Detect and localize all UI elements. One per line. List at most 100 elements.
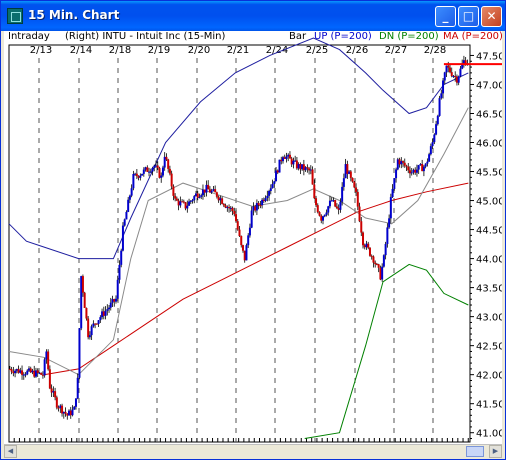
up-candle: [191, 200, 194, 202]
up-candle: [292, 160, 295, 165]
down-candle: [238, 229, 241, 237]
price-candles: [8, 55, 469, 420]
down-candle: [455, 76, 458, 83]
down-candle: [360, 221, 363, 233]
up-candle: [391, 188, 394, 198]
up-candle: [445, 65, 448, 73]
down-candle: [375, 264, 378, 266]
up-candle: [386, 227, 389, 245]
down-candle: [398, 159, 401, 165]
price-chart[interactable]: 2/13 2/14 2/18 2/19 2/20 2/21 2/24 2/25 2/26 2/27…: [4, 31, 502, 444]
down-candle: [302, 164, 305, 171]
down-candle: [288, 154, 291, 159]
up-candle: [19, 370, 22, 373]
down-candle: [196, 193, 199, 198]
down-candle: [165, 156, 168, 160]
down-candle: [83, 292, 86, 308]
down-candle: [208, 189, 211, 193]
down-candle: [280, 159, 283, 162]
scroll-thumb[interactable]: [466, 446, 484, 457]
down-candle: [29, 368, 32, 373]
minimize-button[interactable]: _: [435, 6, 456, 27]
up-candle: [26, 370, 29, 375]
down-candle: [55, 397, 58, 408]
up-candle: [271, 183, 274, 189]
title-bar[interactable]: 15 Min. Chart _ □ ✕: [1, 1, 505, 31]
up-candle: [24, 374, 27, 376]
up-candle: [106, 309, 109, 311]
down-candle: [299, 164, 302, 170]
up-candle: [268, 190, 271, 196]
down-candle: [421, 164, 424, 172]
up-candle: [344, 164, 347, 179]
up-candle: [328, 200, 331, 207]
maximize-button[interactable]: □: [458, 6, 479, 27]
up-candle: [381, 266, 384, 280]
down-candle: [85, 307, 88, 319]
y-tick-label: 41.00: [476, 429, 502, 440]
date-label: 2/19: [148, 45, 170, 56]
down-candle: [207, 184, 210, 190]
chart-app-icon[interactable]: [7, 8, 23, 24]
up-candle: [97, 320, 100, 324]
down-candle: [254, 206, 257, 211]
scroll-left-icon[interactable]: ◀: [4, 445, 17, 458]
down-candle: [8, 368, 11, 370]
up-candle: [104, 310, 107, 316]
up-candle: [278, 159, 281, 173]
down-candle: [66, 413, 69, 416]
horizontal-scrollbar[interactable]: ◀ ▶: [4, 444, 502, 458]
up-candle: [348, 171, 351, 174]
up-candle: [212, 189, 215, 191]
up-candle: [422, 166, 425, 172]
down-candle: [87, 318, 90, 338]
up-candle: [148, 171, 151, 173]
up-candle: [424, 163, 427, 167]
down-candle: [156, 165, 159, 168]
up-candle: [428, 154, 431, 162]
down-candle: [259, 205, 262, 207]
up-candle: [34, 370, 37, 377]
up-candle: [341, 186, 344, 202]
up-candle: [163, 156, 166, 168]
date-label: 2/14: [70, 45, 92, 56]
down-candle: [69, 410, 72, 416]
up-candle: [188, 201, 191, 206]
scroll-right-icon[interactable]: ▶: [489, 445, 502, 458]
down-candle: [172, 186, 175, 196]
up-candle: [323, 214, 326, 217]
date-label: 2/26: [346, 45, 368, 56]
down-candle: [41, 374, 44, 376]
chart-area[interactable]: Intraday (Right) INTU - Intuit Inc (15-M…: [4, 31, 503, 458]
up-candle: [322, 216, 325, 221]
up-candle: [389, 197, 392, 219]
up-candle: [301, 164, 304, 170]
up-candle: [116, 279, 119, 299]
up-candle: [219, 198, 222, 201]
down-candle: [290, 158, 293, 165]
up-candle: [125, 211, 128, 220]
close-button[interactable]: ✕: [481, 6, 502, 27]
up-candle: [266, 195, 269, 199]
date-label: 2/27: [385, 45, 407, 56]
up-candle: [330, 200, 333, 202]
down-candle: [408, 170, 411, 174]
down-candle: [311, 169, 314, 185]
down-candle: [221, 198, 224, 204]
up-candle: [457, 76, 460, 83]
up-candle: [68, 410, 71, 416]
up-candle: [114, 298, 117, 302]
up-candle: [250, 210, 253, 228]
down-candle: [228, 207, 231, 209]
down-candle: [181, 201, 184, 203]
down-candle: [464, 60, 467, 66]
down-candle: [47, 351, 50, 370]
down-candle: [379, 267, 382, 280]
down-candle: [334, 200, 337, 207]
up-candle: [154, 165, 157, 167]
down-candle: [262, 199, 265, 201]
down-candle: [214, 189, 217, 193]
up-candle: [149, 171, 152, 173]
up-candle: [92, 323, 95, 327]
